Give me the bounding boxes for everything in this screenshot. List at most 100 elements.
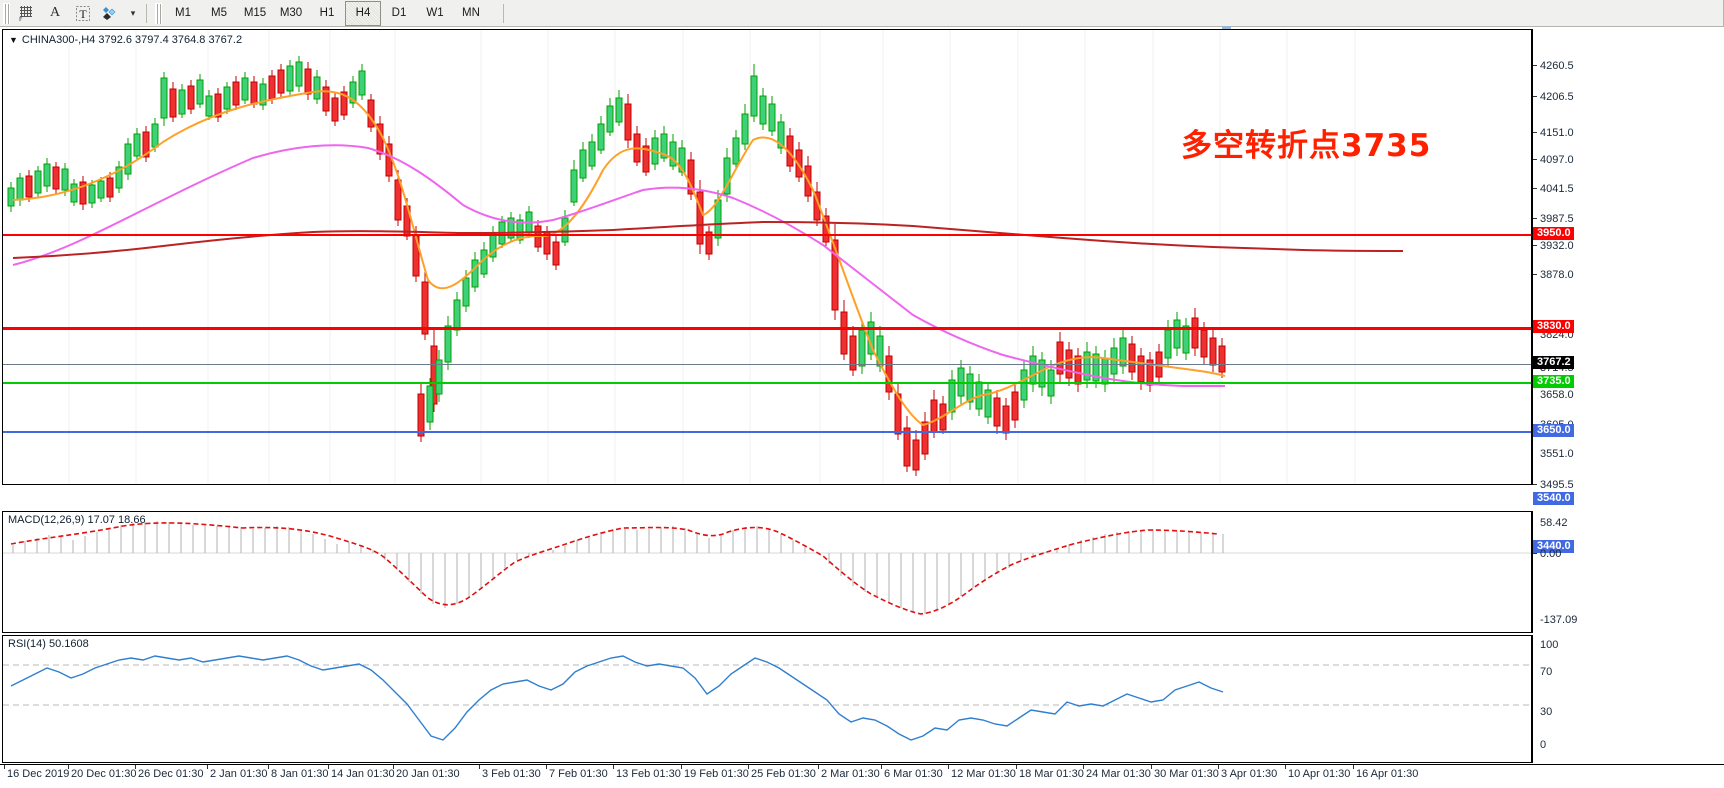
svg-text:F: F [19,17,23,21]
timeframe-mn[interactable]: MN [462,7,480,19]
time-tick [613,765,614,769]
time-label: 24 Mar 01:30 [1086,768,1151,780]
price-tick: 3495.5 [1533,479,1574,491]
shapes-icon[interactable] [97,1,125,26]
price-tick: 3932.0 [1533,240,1574,252]
time-tick [328,765,329,769]
chevron-down-icon[interactable]: ▾ [130,7,136,18]
macd-tick: 0.00 [1533,548,1561,560]
time-tick [135,765,136,769]
time-label: 30 Mar 01:30 [1154,768,1219,780]
chart-frame: ▼ CHINA300-,H4 3792.6 3797.4 3764.8 3767.… [0,26,1724,788]
price-tag-3650[interactable]: 3650.0 [1533,424,1574,437]
rsi-axis[interactable]: 100 70 30 0 [1532,635,1722,763]
time-label: 10 Apr 01:30 [1288,768,1351,780]
toolbar-separator [146,3,147,23]
macd-tick: -137.09 [1540,614,1578,626]
shapes-glyph [103,6,116,20]
candlestick-series [7,56,1226,476]
toolbar: F A T ▾ M1 M5 M15 M30 H1 H4 D1 W1 MN [0,0,1724,27]
time-label: 7 Feb 01:30 [549,768,608,780]
macd-tick: 58.42 [1540,517,1568,529]
timeframe-m5[interactable]: M5 [211,7,227,19]
rsi-pane[interactable]: RSI(14) 50.1608 [2,635,1532,763]
time-label: 25 Feb 01:30 [751,768,816,780]
time-label: 16 Dec 2019 [7,768,70,780]
price-tag-3440[interactable]: 3440.0 [1533,540,1574,553]
timeframe-h4[interactable]: H4 [345,0,381,26]
time-label: 26 Dec 01:30 [138,768,204,780]
time-tick [4,765,5,769]
crosshair-grid-icon[interactable]: F [13,1,41,26]
timeframe-m30[interactable]: M30 [279,7,303,19]
rsi-chart-svg [3,655,1531,741]
price-pane[interactable]: ▼ CHINA300-,H4 3792.6 3797.4 3764.8 3767.… [2,29,1532,485]
symbol-caret-icon[interactable]: ▼ [9,35,18,45]
price-tag-3735[interactable]: 3735.0 [1533,375,1574,388]
time-label: 16 Apr 01:30 [1356,768,1419,780]
price-axis[interactable]: 4260.5 4206.5 4151.0 4097.0 4041.5 3987.… [1532,29,1722,505]
macd-label: MACD(12,26,9) 17.07 18.66 [8,514,146,526]
timeframe-d1[interactable]: D1 [391,7,407,19]
time-label: 13 Feb 01:30 [616,768,681,780]
price-tick: 3658.0 [1540,389,1574,401]
ma-medium-line [12,144,1225,387]
text-box-icon[interactable]: T [69,1,97,26]
time-label: 3 Feb 01:30 [482,768,541,780]
time-tick [1285,765,1286,769]
level-3767-current[interactable] [3,364,1531,365]
time-tick [1218,765,1219,769]
level-3650[interactable] [3,431,1531,433]
symbol-header: ▼ CHINA300-,H4 3792.6 3797.4 3764.8 3767.… [9,34,242,46]
timeframe-h1[interactable]: H1 [319,7,335,19]
timeframe-w1[interactable]: W1 [426,7,444,19]
rsi-tick: 0 [1540,739,1547,751]
macd-pane[interactable]: MACD(12,26,9) 17.07 18.66 [2,511,1532,633]
price-tick: 4260.5 [1533,60,1574,72]
price-tag-3830[interactable]: 3830.0 [1533,320,1574,333]
timeframe-m15[interactable]: M15 [243,7,267,19]
time-axis[interactable]: 16 Dec 2019 20 Dec 01:30 26 Dec 01:30 2 … [0,764,1724,788]
toolbar-separator-2 [503,3,504,23]
ma-slow-line [12,220,1404,259]
level-3950[interactable] [3,234,1531,236]
level-3735[interactable] [3,382,1531,384]
price-tick: 3551.0 [1540,448,1574,460]
time-tick [681,765,682,769]
price-tag-3540[interactable]: 3540.0 [1533,492,1574,505]
time-tick [1016,765,1017,769]
macd-signal-line [10,522,1219,615]
price-tag-current[interactable]: 3767.2 [1533,356,1574,369]
text-label-icon[interactable]: A [49,5,61,20]
time-tick [1353,765,1354,769]
rsi-line [10,655,1224,741]
time-label: 2 Jan 01:30 [210,768,268,780]
chart-annotation[interactable]: 多空转折点3735 [1181,128,1432,164]
time-label: 2 Mar 01:30 [821,768,880,780]
time-label: 19 Feb 01:30 [684,768,749,780]
timeframe-drag-handle[interactable] [155,2,162,24]
macd-histogram [12,521,1224,614]
svg-text:T: T [79,7,87,21]
time-tick [268,765,269,769]
macd-axis[interactable]: 58.42 0.00 -137.09 [1532,511,1722,633]
text-box-glyph: T [76,5,90,21]
time-tick [881,765,882,769]
price-tick: 4097.0 [1533,154,1574,166]
price-tick: 4206.5 [1533,91,1574,103]
rsi-tick: 30 [1540,706,1553,718]
price-tag-3950[interactable]: 3950.0 [1533,227,1574,240]
toolbar-drag-handle[interactable] [3,2,10,24]
time-tick [948,765,949,769]
timeframe-m1[interactable]: M1 [175,7,191,19]
time-label: 14 Jan 01:30 [331,768,395,780]
time-label: 12 Mar 01:30 [951,768,1016,780]
rsi-tick: 100 [1540,639,1559,651]
time-tick [1151,765,1152,769]
price-tick: 3878.0 [1533,269,1574,281]
rsi-label: RSI(14) 50.1608 [8,638,89,650]
macd-chart-svg [3,521,1531,615]
time-label: 3 Apr 01:30 [1221,768,1278,780]
level-3830[interactable] [3,327,1531,330]
price-tick: 3987.5 [1533,213,1574,225]
